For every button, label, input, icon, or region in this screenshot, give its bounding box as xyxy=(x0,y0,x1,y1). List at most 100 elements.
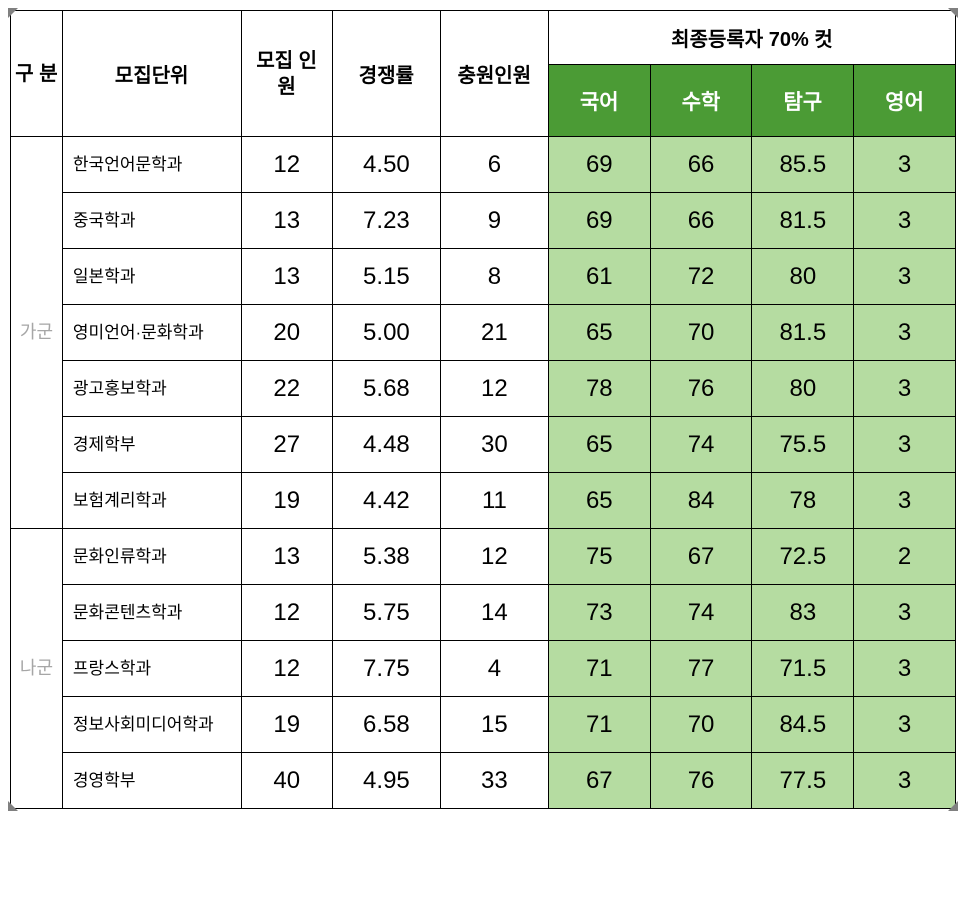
cell-ratio: 5.68 xyxy=(332,361,440,417)
cell-recruits: 13 xyxy=(241,529,332,585)
cell-math: 67 xyxy=(650,529,752,585)
table-row: 가군한국언어문학과124.506696685.53 xyxy=(11,137,956,193)
cell-korean: 65 xyxy=(548,473,650,529)
cell-korean: 65 xyxy=(548,305,650,361)
cell-dept: 보험계리학과 xyxy=(62,473,241,529)
header-fill: 충원인원 xyxy=(440,11,548,137)
cell-inquiry: 78 xyxy=(752,473,854,529)
header-dept: 모집단위 xyxy=(62,11,241,137)
table-row: 중국학과137.239696681.53 xyxy=(11,193,956,249)
table-row: 광고홍보학과225.68127876803 xyxy=(11,361,956,417)
cell-fill: 4 xyxy=(440,641,548,697)
cell-english: 3 xyxy=(854,417,956,473)
header-cut-title: 최종등록자 70% 컷 xyxy=(548,11,955,65)
cell-korean: 67 xyxy=(548,753,650,809)
cell-recruits: 27 xyxy=(241,417,332,473)
cell-math: 76 xyxy=(650,361,752,417)
cell-ratio: 4.42 xyxy=(332,473,440,529)
cell-english: 3 xyxy=(854,305,956,361)
header-math: 수학 xyxy=(650,65,752,137)
cell-ratio: 4.48 xyxy=(332,417,440,473)
table-row: 경영학부404.9533677677.53 xyxy=(11,753,956,809)
cell-dept: 한국언어문학과 xyxy=(62,137,241,193)
cell-inquiry: 75.5 xyxy=(752,417,854,473)
cell-math: 66 xyxy=(650,137,752,193)
corner-marker-tl xyxy=(8,8,18,18)
cell-fill: 21 xyxy=(440,305,548,361)
cell-math: 74 xyxy=(650,417,752,473)
cell-inquiry: 72.5 xyxy=(752,529,854,585)
cell-math: 74 xyxy=(650,585,752,641)
cell-recruits: 12 xyxy=(241,641,332,697)
cell-english: 2 xyxy=(854,529,956,585)
cell-english: 3 xyxy=(854,641,956,697)
group-label: 가군 xyxy=(11,137,63,529)
cell-ratio: 7.75 xyxy=(332,641,440,697)
table-row: 경제학부274.4830657475.53 xyxy=(11,417,956,473)
table-row: 일본학과135.1586172803 xyxy=(11,249,956,305)
header-row-1: 구 분 모집단위 모집 인원 경쟁률 충원인원 최종등록자 70% 컷 xyxy=(11,11,956,65)
header-inquiry: 탐구 xyxy=(752,65,854,137)
cell-korean: 73 xyxy=(548,585,650,641)
corner-marker-bl xyxy=(8,801,18,811)
cell-ratio: 7.23 xyxy=(332,193,440,249)
cell-korean: 78 xyxy=(548,361,650,417)
cell-dept: 광고홍보학과 xyxy=(62,361,241,417)
cell-inquiry: 71.5 xyxy=(752,641,854,697)
cell-dept: 경영학부 xyxy=(62,753,241,809)
cell-math: 77 xyxy=(650,641,752,697)
admissions-table: 구 분 모집단위 모집 인원 경쟁률 충원인원 최종등록자 70% 컷 국어 수… xyxy=(10,10,956,809)
cell-korean: 71 xyxy=(548,697,650,753)
cell-recruits: 19 xyxy=(241,473,332,529)
cell-fill: 30 xyxy=(440,417,548,473)
cell-math: 70 xyxy=(650,697,752,753)
cell-recruits: 12 xyxy=(241,585,332,641)
cell-math: 70 xyxy=(650,305,752,361)
corner-marker-br xyxy=(948,801,958,811)
cell-recruits: 13 xyxy=(241,193,332,249)
cell-dept: 일본학과 xyxy=(62,249,241,305)
cell-recruits: 13 xyxy=(241,249,332,305)
cell-english: 3 xyxy=(854,753,956,809)
table-row: 나군문화인류학과135.3812756772.52 xyxy=(11,529,956,585)
group-label: 나군 xyxy=(11,529,63,809)
cell-recruits: 19 xyxy=(241,697,332,753)
cell-english: 3 xyxy=(854,697,956,753)
cell-korean: 69 xyxy=(548,137,650,193)
cell-inquiry: 83 xyxy=(752,585,854,641)
cell-recruits: 20 xyxy=(241,305,332,361)
cell-inquiry: 85.5 xyxy=(752,137,854,193)
cell-fill: 33 xyxy=(440,753,548,809)
cell-fill: 11 xyxy=(440,473,548,529)
cell-english: 3 xyxy=(854,473,956,529)
cell-ratio: 5.38 xyxy=(332,529,440,585)
header-english: 영어 xyxy=(854,65,956,137)
cell-math: 84 xyxy=(650,473,752,529)
table-row: 프랑스학과127.754717771.53 xyxy=(11,641,956,697)
cell-inquiry: 77.5 xyxy=(752,753,854,809)
header-category: 구 분 xyxy=(11,11,63,137)
cell-fill: 12 xyxy=(440,361,548,417)
cell-dept: 영미언어·문화학과 xyxy=(62,305,241,361)
header-recruits: 모집 인원 xyxy=(241,11,332,137)
cell-korean: 65 xyxy=(548,417,650,473)
cell-recruits: 22 xyxy=(241,361,332,417)
cell-dept: 경제학부 xyxy=(62,417,241,473)
cell-inquiry: 80 xyxy=(752,249,854,305)
header-korean: 국어 xyxy=(548,65,650,137)
table-row: 문화콘텐츠학과125.75147374833 xyxy=(11,585,956,641)
cell-korean: 75 xyxy=(548,529,650,585)
cell-english: 3 xyxy=(854,193,956,249)
cell-ratio: 5.00 xyxy=(332,305,440,361)
table-body: 가군한국언어문학과124.506696685.53중국학과137.2396966… xyxy=(11,137,956,809)
cell-fill: 8 xyxy=(440,249,548,305)
cell-ratio: 6.58 xyxy=(332,697,440,753)
cell-fill: 9 xyxy=(440,193,548,249)
cell-recruits: 12 xyxy=(241,137,332,193)
cell-english: 3 xyxy=(854,361,956,417)
cell-math: 76 xyxy=(650,753,752,809)
cell-inquiry: 81.5 xyxy=(752,305,854,361)
cell-inquiry: 81.5 xyxy=(752,193,854,249)
cell-dept: 정보사회미디어학과 xyxy=(62,697,241,753)
cell-math: 72 xyxy=(650,249,752,305)
